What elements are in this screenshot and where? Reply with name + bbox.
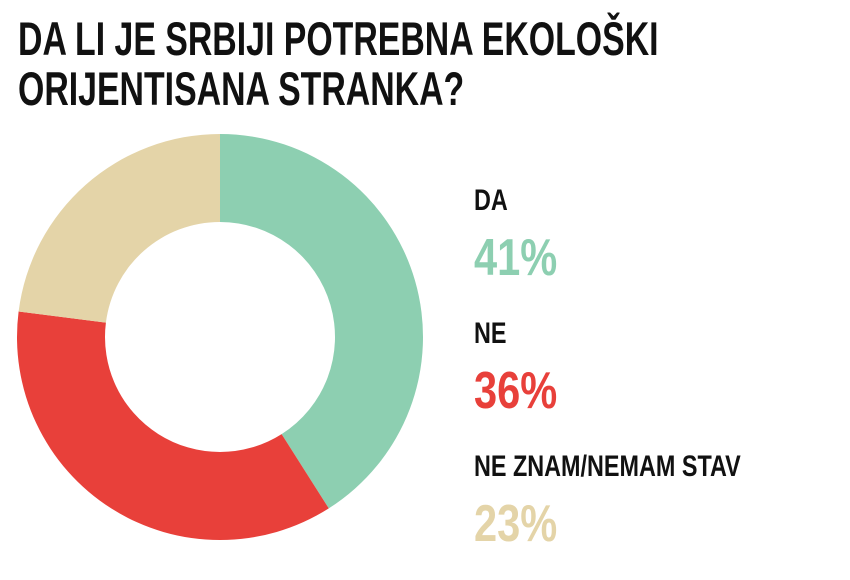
legend-label: NE (474, 316, 506, 349)
legend-label: NE ZNAM/NEMAM STAV (474, 449, 741, 482)
value-label: 23% (474, 494, 557, 553)
donut-segment (18, 134, 221, 323)
legend-label: DA (474, 183, 508, 216)
donut-segment (17, 311, 329, 540)
chart-title: DA LI JE SRBIJI POTREBNA EKOLOŠKI ORIJEN… (18, 12, 659, 115)
value-label: 41% (474, 228, 557, 287)
value-label: 36% (474, 361, 557, 420)
donut-segment (220, 134, 423, 509)
